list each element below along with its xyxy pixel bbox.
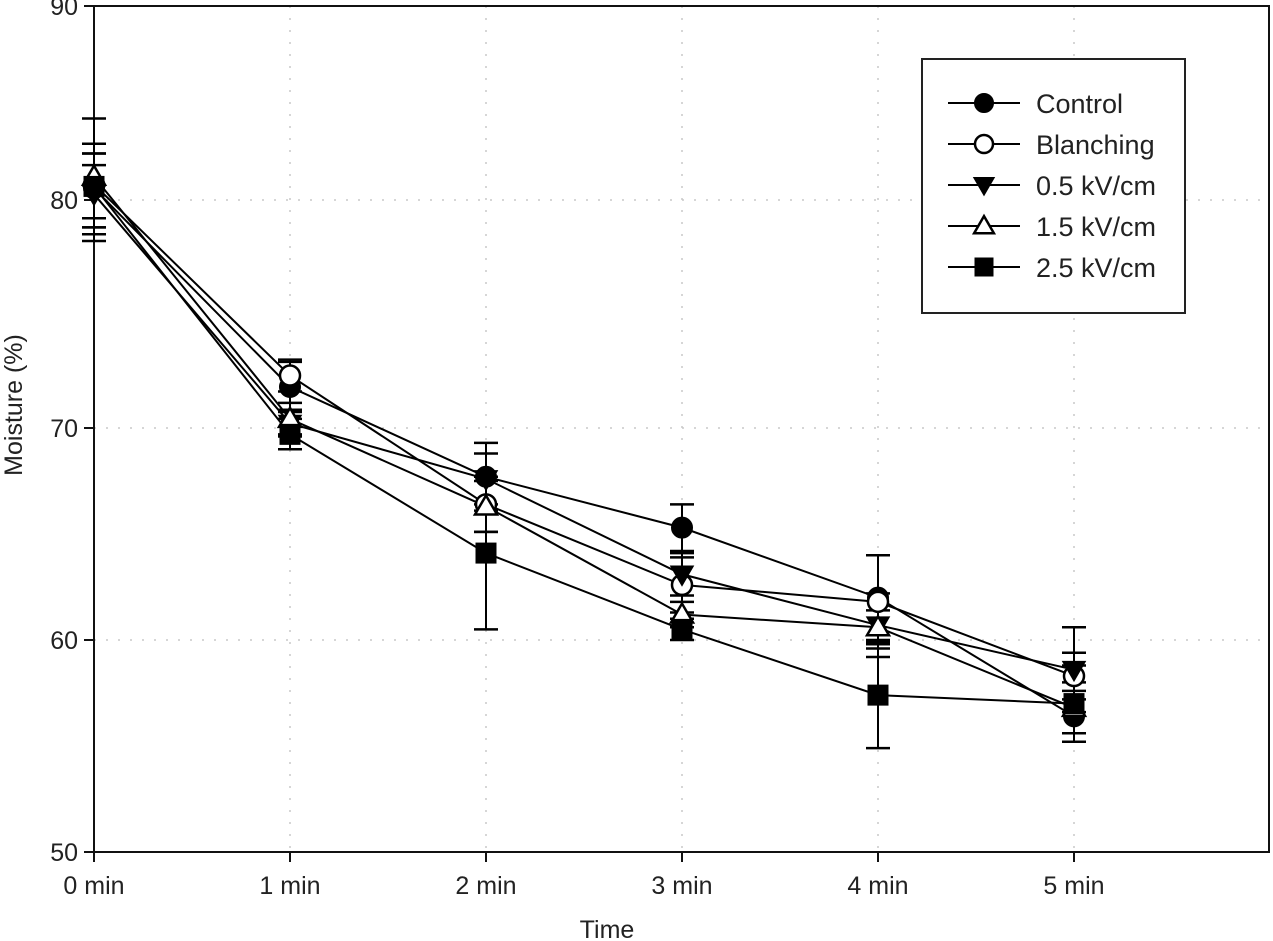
legend-marker-square-filled xyxy=(974,257,994,277)
data-point xyxy=(864,613,892,637)
legend-label: 1.5 kV/cm xyxy=(1036,212,1156,242)
series xyxy=(80,117,1088,750)
x-tick-label: 3 min xyxy=(651,872,712,900)
x-tick-label: 4 min xyxy=(847,872,908,900)
legend-label: 0.5 kV/cm xyxy=(1036,171,1156,201)
x-axis-title: Time xyxy=(580,916,635,941)
series-line xyxy=(93,176,1075,709)
data-point xyxy=(867,684,889,706)
data-point xyxy=(671,618,693,640)
y-tick-label: 50 xyxy=(50,839,78,867)
x-tick-label: 0 min xyxy=(63,872,124,900)
legend-label: Control xyxy=(1036,89,1123,119)
legend-marker-circle-filled xyxy=(974,93,994,113)
markers-square-filled xyxy=(83,175,1085,715)
series-line xyxy=(93,185,1075,705)
data-point xyxy=(475,542,497,564)
data-point xyxy=(279,423,301,445)
data-point xyxy=(671,516,693,539)
series-line xyxy=(93,187,1075,718)
legend-label: 2.5 kV/cm xyxy=(1036,253,1156,283)
legend-item: 1.5 kV/cm xyxy=(948,212,1156,242)
legend: Control Blanching 0.5 kV/cm 1.5 kV/cm 2.5 kV… xyxy=(921,58,1186,314)
legend-item: 2.5 kV/cm xyxy=(948,253,1156,283)
data-point xyxy=(866,590,890,614)
legend-marker-triangle-down-filled xyxy=(972,177,996,197)
axes: 50 60 70 80 90 0 min 1 min 2 min 3 min 4 min 5 min xyxy=(50,0,1104,900)
series-line xyxy=(93,183,1075,677)
legend-label: Blanching xyxy=(1036,130,1155,160)
data-point xyxy=(83,175,105,197)
data-point xyxy=(1063,693,1085,715)
legend-item: 0.5 kV/cm xyxy=(948,171,1156,201)
x-tick-label: 1 min xyxy=(259,872,320,900)
legend-item: Control xyxy=(948,89,1123,119)
y-tick-label: 60 xyxy=(50,627,78,655)
data-point xyxy=(472,492,500,516)
y-tick-label: 70 xyxy=(50,415,78,443)
data-point xyxy=(1061,660,1087,683)
series-line xyxy=(93,193,1075,671)
x-tick-label: 2 min xyxy=(455,872,516,900)
data-point xyxy=(473,470,499,492)
y-tick-label: 90 xyxy=(50,0,78,21)
y-tick-label: 80 xyxy=(50,187,78,215)
legend-marker-triangle-up-open xyxy=(971,213,997,235)
x-tick-label: 5 min xyxy=(1043,872,1104,900)
legend-marker-circle-open xyxy=(973,133,995,155)
data-point xyxy=(278,364,302,387)
data-point xyxy=(669,565,695,587)
y-axis-title: Moisture (%) xyxy=(0,334,28,476)
legend-item: Blanching xyxy=(948,130,1155,160)
